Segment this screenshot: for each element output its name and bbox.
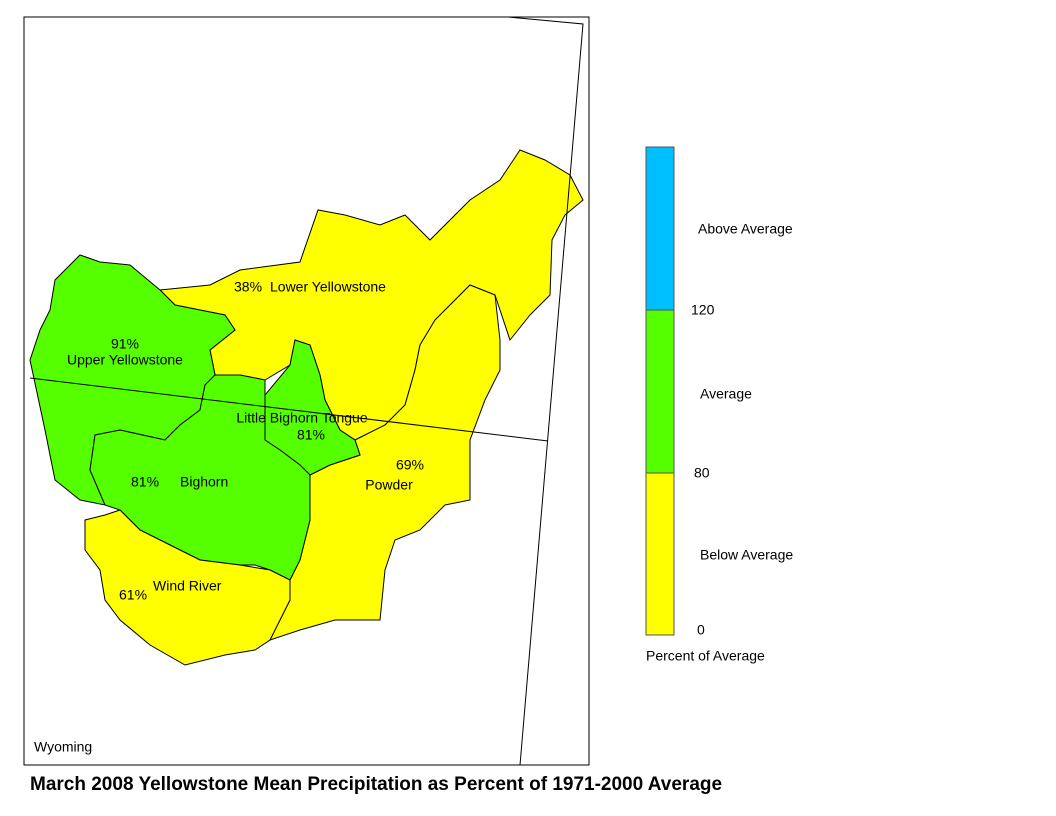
basin-percent: 91% [111,336,139,352]
basin-name: Powder [365,477,413,493]
legend-class: Above Average [698,221,793,237]
basin-percent: 61% [119,587,147,603]
basin-percent: 69% [396,457,424,473]
basin-percent: 81% [297,427,325,443]
legend-tick: 80 [694,465,710,481]
legend-caption: Percent of Average [646,648,765,664]
state-lines [29,16,584,766]
basins [29,149,584,666]
legend-swatch [645,472,675,636]
legend-tick: 120 [691,302,715,318]
legend: Above Average Average Below Average 120 … [645,146,793,664]
legend-tick: 0 [697,622,705,638]
legend-class: Below Average [700,547,793,563]
legend-swatch [645,146,675,311]
basin-name: Wind River [153,578,222,594]
map-label: Wyoming [34,739,92,755]
basin-name: Bighorn [180,474,228,490]
basin-name: Little Bighorn Tongue [236,410,367,426]
basin-name: Upper Yellowstone [67,352,183,368]
map-title: March 2008 Yellowstone Mean Precipitatio… [30,774,722,795]
state-boundary [29,377,549,442]
state-boundary [507,16,584,766]
legend-class: Average [700,386,752,402]
legend-swatch [645,309,675,474]
basin-percent: 81% [131,474,159,490]
basin-wind-river [84,509,291,666]
basin-name: Lower Yellowstone [270,279,386,295]
basin-percent: 38% [234,279,262,295]
